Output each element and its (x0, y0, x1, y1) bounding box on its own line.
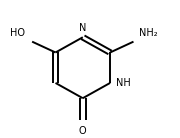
Text: NH₂: NH₂ (139, 28, 158, 38)
Text: O: O (79, 126, 87, 136)
Text: HO: HO (10, 28, 25, 38)
Text: NH: NH (116, 78, 131, 88)
Text: N: N (79, 22, 86, 33)
